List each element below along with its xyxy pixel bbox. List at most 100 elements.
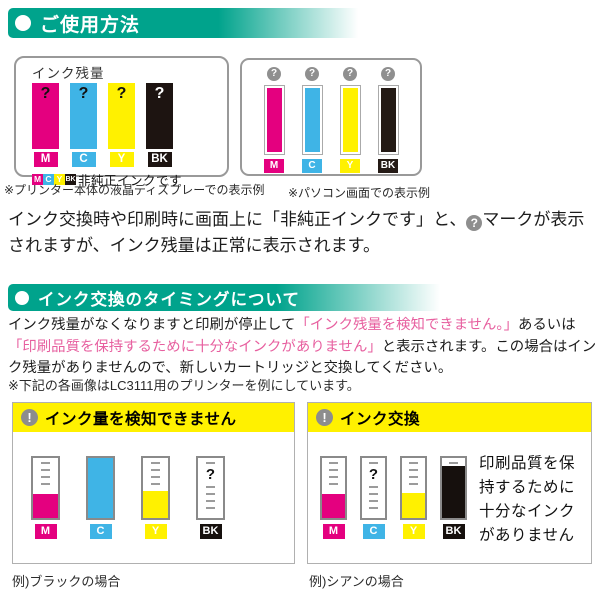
question-mark: ? [205,466,216,483]
bullet-circle-icon [15,290,29,305]
ink-bar-frame [377,85,399,155]
dialog-ink-replacement: ! インク交換 M? C Y BK 印刷品質を保持するために十分なインクがありません [307,402,592,564]
dialog-body: M C Y? BK [13,432,294,539]
question-mark: ? [368,466,379,483]
dialog-header: ! インク量を検知できません [13,403,294,432]
ink-bar-Y: ? [108,83,135,149]
gauge-tick [41,462,50,464]
ink-label-badge-Y: Y [109,152,134,167]
para2-highlight-2: 「印刷品質を保持するために十分なインクがありません」 [8,338,382,355]
ink-label-badge-C: C [302,159,322,173]
lcd-display-panel: インク残量 ???? M C Y BK M C Y BK 非純正インクです [14,56,229,188]
question-mark: ? [40,85,51,102]
gauge-tick [206,486,215,488]
mini-ink-badge-C: C [43,174,54,185]
gauge-tick [329,462,338,464]
bullet-circle-icon [15,15,31,31]
alert-icon: ! [316,409,333,426]
ink-gauges: M C Y? BK [31,456,225,539]
gauge-ticks [33,462,58,485]
gauge-tick [41,483,50,485]
ink-gauges: M? C Y BK [320,456,467,548]
question-mark: ? [78,85,89,102]
section-header-usage: ご使用方法 [8,8,592,38]
gauge-tick [409,483,418,485]
ink-label-badge-M: M [264,159,284,173]
ink-gauge-column-C: ? C [360,456,387,548]
para2-text-1: インク残量がなくなりますと印刷が停止して [8,317,296,333]
ink-gauge-column-BK: BK [440,456,467,548]
ink-label-badge-Y: Y [402,524,425,539]
ink-label-badge-C: C [362,524,385,539]
ink-fill-Y [402,492,425,518]
timing-paragraph: インク残量がなくなりますと印刷が停止して「インク残量を検知できません。」あるいは… [8,315,597,380]
usage-paragraph: インク交換時や印刷時に画面上に「非純正インクです」と、? マークが表示されますが、… [8,207,597,258]
gauge-ticks [442,462,465,464]
gauge-tick [329,469,338,471]
gauge-ticks: ? [362,462,385,509]
gauge-tick [369,500,378,502]
ink-gauge-M [320,456,347,520]
gauge-ticks [322,462,345,485]
ink-bar-M: ? [32,83,59,149]
ink-gauge-BK: ? [196,456,225,520]
gauge-tick [151,469,160,471]
ink-fill-M [33,494,58,518]
gauge-tick [369,507,378,509]
non-genuine-notice-row: M C Y BK 非純正インクです [32,170,227,189]
dialog-title: インク交換 [340,410,421,428]
ink-label-cell: C [70,152,97,167]
ink-gauge-column-M: M [31,456,60,539]
gauge-tick [369,462,378,464]
ink-gauge-C: ? [360,456,387,520]
gauge-ticks [402,462,425,485]
ink-gauge-column-M: M [320,456,347,548]
ink-fill-Y [143,491,168,518]
pc-ink-column-C: ? C [301,67,323,174]
ink-gauge-BK [440,456,467,520]
ink-bar-BK: ? [146,83,173,149]
question-mark: ? [154,85,165,102]
ink-bar-frame [339,85,361,155]
ink-label-badge-C: C [89,524,112,539]
gauge-tick [369,493,378,495]
ink-label-cell: Y [108,152,135,167]
gauge-ticks [143,462,168,485]
question-mark-icon: ? [381,67,395,81]
ink-gauge-column-Y: Y [141,456,170,539]
ink-gauge-M [31,456,60,520]
section-header-timing: インク交換のタイミングについて [8,284,592,311]
para1-text-1: インク交換時や印刷時に画面上に「非純正インクです」と、 [8,210,467,229]
ink-bar-frame [301,85,323,155]
ink-label-badge-C: C [71,152,96,167]
ink-fill-C [88,458,113,518]
ink-label-badge-BK: BK [378,159,398,173]
question-mark: ? [116,85,127,102]
ink-gauge-Y [141,456,170,520]
ink-bars-row: ???? [32,83,227,149]
ink-bar-C: ? [70,83,97,149]
question-mark-icon: ? [305,67,319,81]
insufficient-ink-message: 印刷品質を保持するために十分なインクがありません [479,455,576,545]
ink-bar-C [304,88,320,152]
question-mark-icon: ? [343,67,357,81]
gauge-tick [206,462,215,464]
ink-label-badge-Y: Y [340,159,360,173]
question-mark-icon: ? [466,215,483,231]
ink-gauge-C [86,456,115,520]
para2-text-3: と表示されます。この場合はインク残量がありませんので、新しいカートリッジと交換し… [8,338,597,377]
ink-bar-Y [342,88,358,152]
ink-label-badge-M: M [34,524,57,539]
ink-label-badge-M: M [322,524,345,539]
mini-ink-badge-Y: Y [54,174,65,185]
pc-ink-column-BK: ? BK [377,67,399,174]
ink-bar-frame [263,85,285,155]
dialog-right-caption: 例)シアンの場合 [309,574,404,589]
ink-label-cell: M [32,152,59,167]
ink-fill-BK [442,466,465,518]
pc-panel-caption: ※パソコン画面での表示例 [288,186,431,200]
gauge-tick [41,476,50,478]
ink-bar-M [266,88,282,152]
gauge-tick [409,462,418,464]
